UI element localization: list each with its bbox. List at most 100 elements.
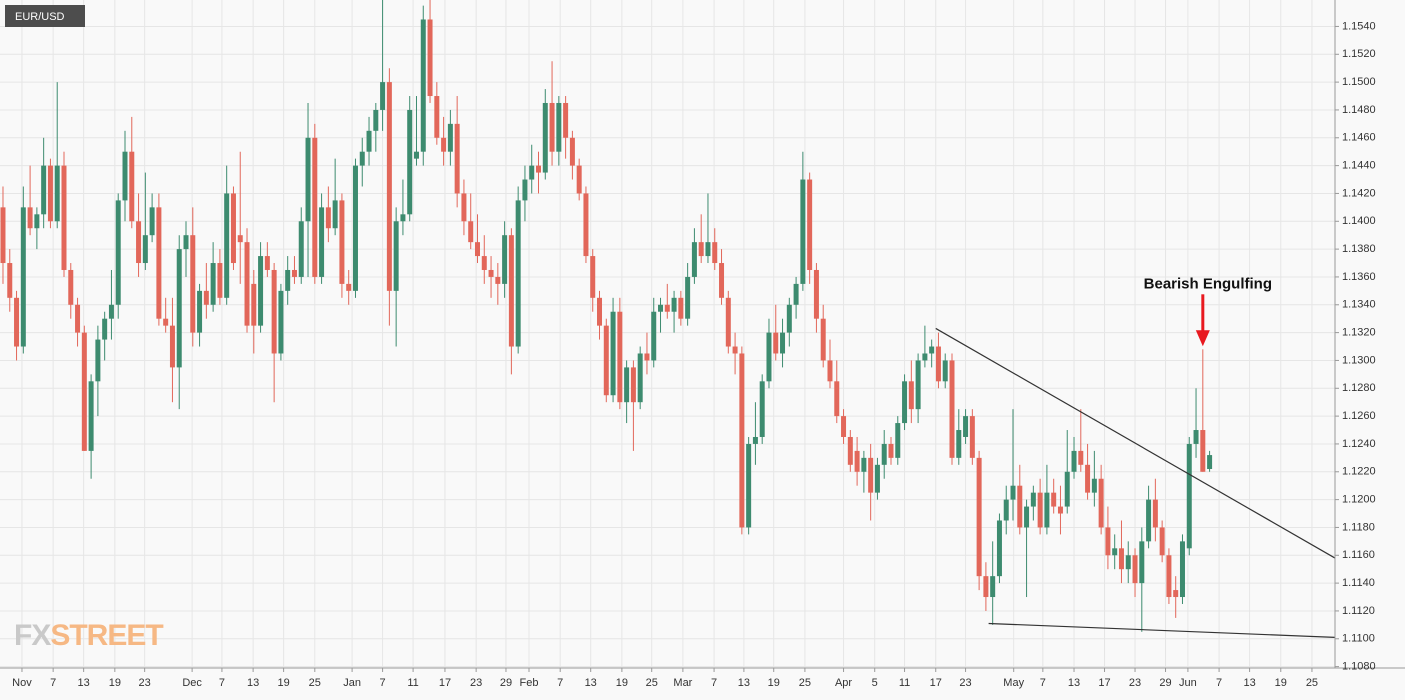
x-tick-label: 11 [899,677,910,689]
candle-body [976,457,982,577]
candle-body [1159,527,1165,556]
y-tick-label: 1.1380 [1342,243,1376,255]
candle-body [81,332,87,451]
candle-body [339,200,345,284]
y-tick-label: 1.1080 [1342,661,1376,673]
candle-body [136,221,142,264]
candle-body [447,123,453,152]
y-tick-label: 1.1200 [1342,494,1376,506]
candle-body [1003,499,1009,521]
candle-body [746,443,752,528]
candle-body [874,464,880,493]
candle-body [712,242,718,264]
x-tick-label: Apr [835,677,852,689]
candle-body [278,290,284,354]
x-tick-label: 7 [1216,677,1222,689]
candle-body [176,249,182,368]
candle-body [27,207,33,229]
y-tick-label: 1.1460 [1342,132,1376,144]
candle-body [502,235,508,284]
candle-body [990,576,996,598]
candle-body [935,346,941,382]
x-tick-label: 13 [738,677,750,689]
candle-body [251,283,257,326]
x-tick-label: 7 [50,677,56,689]
y-tick-label: 1.1280 [1342,382,1376,394]
candle-body [813,269,819,319]
candle-body [963,416,969,437]
candle-body [603,325,609,396]
candle-body [658,304,664,312]
annotation-text: Bearish Engulfing [1144,275,1272,292]
candle-body [210,263,216,305]
candle-body [1112,548,1118,556]
x-tick-label: 29 [500,677,512,689]
candle-body [1200,430,1206,472]
y-tick-label: 1.1500 [1342,76,1376,88]
candle-body [522,179,528,201]
candle-body [902,381,908,424]
x-tick-label: 19 [277,677,289,689]
candle-body [854,450,860,472]
candle-body [563,102,569,138]
x-tick-label: Jan [343,677,361,689]
candle-body [820,318,826,361]
candle-body [47,165,53,222]
candle-body [102,318,108,340]
x-tick-label: 5 [872,677,878,689]
candle-body [759,381,765,437]
y-tick-label: 1.1440 [1342,160,1376,172]
candle-body [1024,506,1030,528]
x-tick-label: 19 [109,677,121,689]
candle-body [807,179,813,270]
y-tick-label: 1.1160 [1342,549,1375,561]
x-tick-label: 13 [585,677,597,689]
candle-body [149,207,155,236]
candle-body [624,367,630,403]
symbol-label: EUR/USD [15,11,65,23]
x-tick-label: 11 [407,677,418,689]
candle-body [644,353,650,361]
x-tick-label: 23 [139,677,151,689]
candle-body [834,381,840,417]
candle-body [75,304,81,333]
trendline [935,327,1336,559]
candle-body [122,151,128,201]
candle-body [549,102,555,152]
candle-body [719,263,725,298]
candle-body [793,283,799,305]
candle-body [407,109,413,215]
candle-body [841,416,847,437]
candle-body [678,297,684,319]
candle-body [183,235,189,250]
candle-body [474,242,480,257]
x-tick-label: 7 [711,677,717,689]
candle-body [617,311,623,403]
candle-body [780,332,786,354]
y-tick-label: 1.1140 [1342,577,1375,589]
x-tick-label: 19 [616,677,628,689]
candle-body [95,339,101,382]
x-tick-label: 17 [1098,677,1110,689]
candle-body [68,269,74,305]
candle-body [1030,492,1036,507]
candle-body [590,256,596,298]
candle-body [115,200,121,305]
candle-body [380,82,386,110]
y-tick-label: 1.1340 [1342,299,1376,311]
trendline [988,622,1336,638]
candle-body [1132,555,1138,584]
y-tick-label: 1.1180 [1342,521,1375,533]
candle-body [217,263,223,298]
x-tick-label: Jun [1179,677,1197,689]
y-tick-label: 1.1300 [1342,354,1376,366]
candle-body [1098,478,1104,528]
candle-body [1037,492,1043,528]
x-tick-label: 13 [1243,677,1255,689]
candle-body [752,436,758,444]
candle-body [393,221,399,291]
candle-body [108,304,114,319]
candle-body [129,151,135,222]
candle-body [305,137,311,222]
